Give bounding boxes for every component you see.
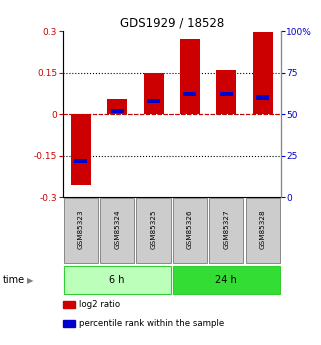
Title: GDS1929 / 18528: GDS1929 / 18528 <box>120 17 224 30</box>
Bar <box>220 92 233 96</box>
Text: GSM85323: GSM85323 <box>78 210 84 249</box>
FancyBboxPatch shape <box>64 198 98 263</box>
Text: log2 ratio: log2 ratio <box>79 300 120 309</box>
Text: ▶: ▶ <box>27 276 34 285</box>
Text: time: time <box>3 275 25 285</box>
Bar <box>256 96 269 100</box>
Bar <box>107 99 127 114</box>
Bar <box>253 32 273 114</box>
Text: GSM85325: GSM85325 <box>151 210 157 249</box>
Text: GSM85326: GSM85326 <box>187 210 193 249</box>
FancyBboxPatch shape <box>173 198 207 263</box>
Bar <box>111 109 124 113</box>
FancyBboxPatch shape <box>173 266 280 295</box>
FancyBboxPatch shape <box>100 198 134 263</box>
Text: GSM85328: GSM85328 <box>260 210 266 249</box>
Bar <box>143 72 163 114</box>
Text: GSM85327: GSM85327 <box>223 210 229 249</box>
Bar <box>183 92 196 96</box>
Bar <box>74 158 87 162</box>
Bar <box>216 70 236 114</box>
Text: 6 h: 6 h <box>109 275 125 285</box>
FancyBboxPatch shape <box>246 198 280 263</box>
Text: 24 h: 24 h <box>215 275 237 285</box>
Bar <box>63 320 74 327</box>
Bar <box>147 99 160 103</box>
Text: percentile rank within the sample: percentile rank within the sample <box>79 319 224 328</box>
FancyBboxPatch shape <box>136 198 171 263</box>
FancyBboxPatch shape <box>64 266 171 295</box>
Bar <box>63 301 74 308</box>
Bar <box>71 114 91 185</box>
Text: GSM85324: GSM85324 <box>114 210 120 249</box>
Bar <box>180 39 200 114</box>
FancyBboxPatch shape <box>209 198 243 263</box>
